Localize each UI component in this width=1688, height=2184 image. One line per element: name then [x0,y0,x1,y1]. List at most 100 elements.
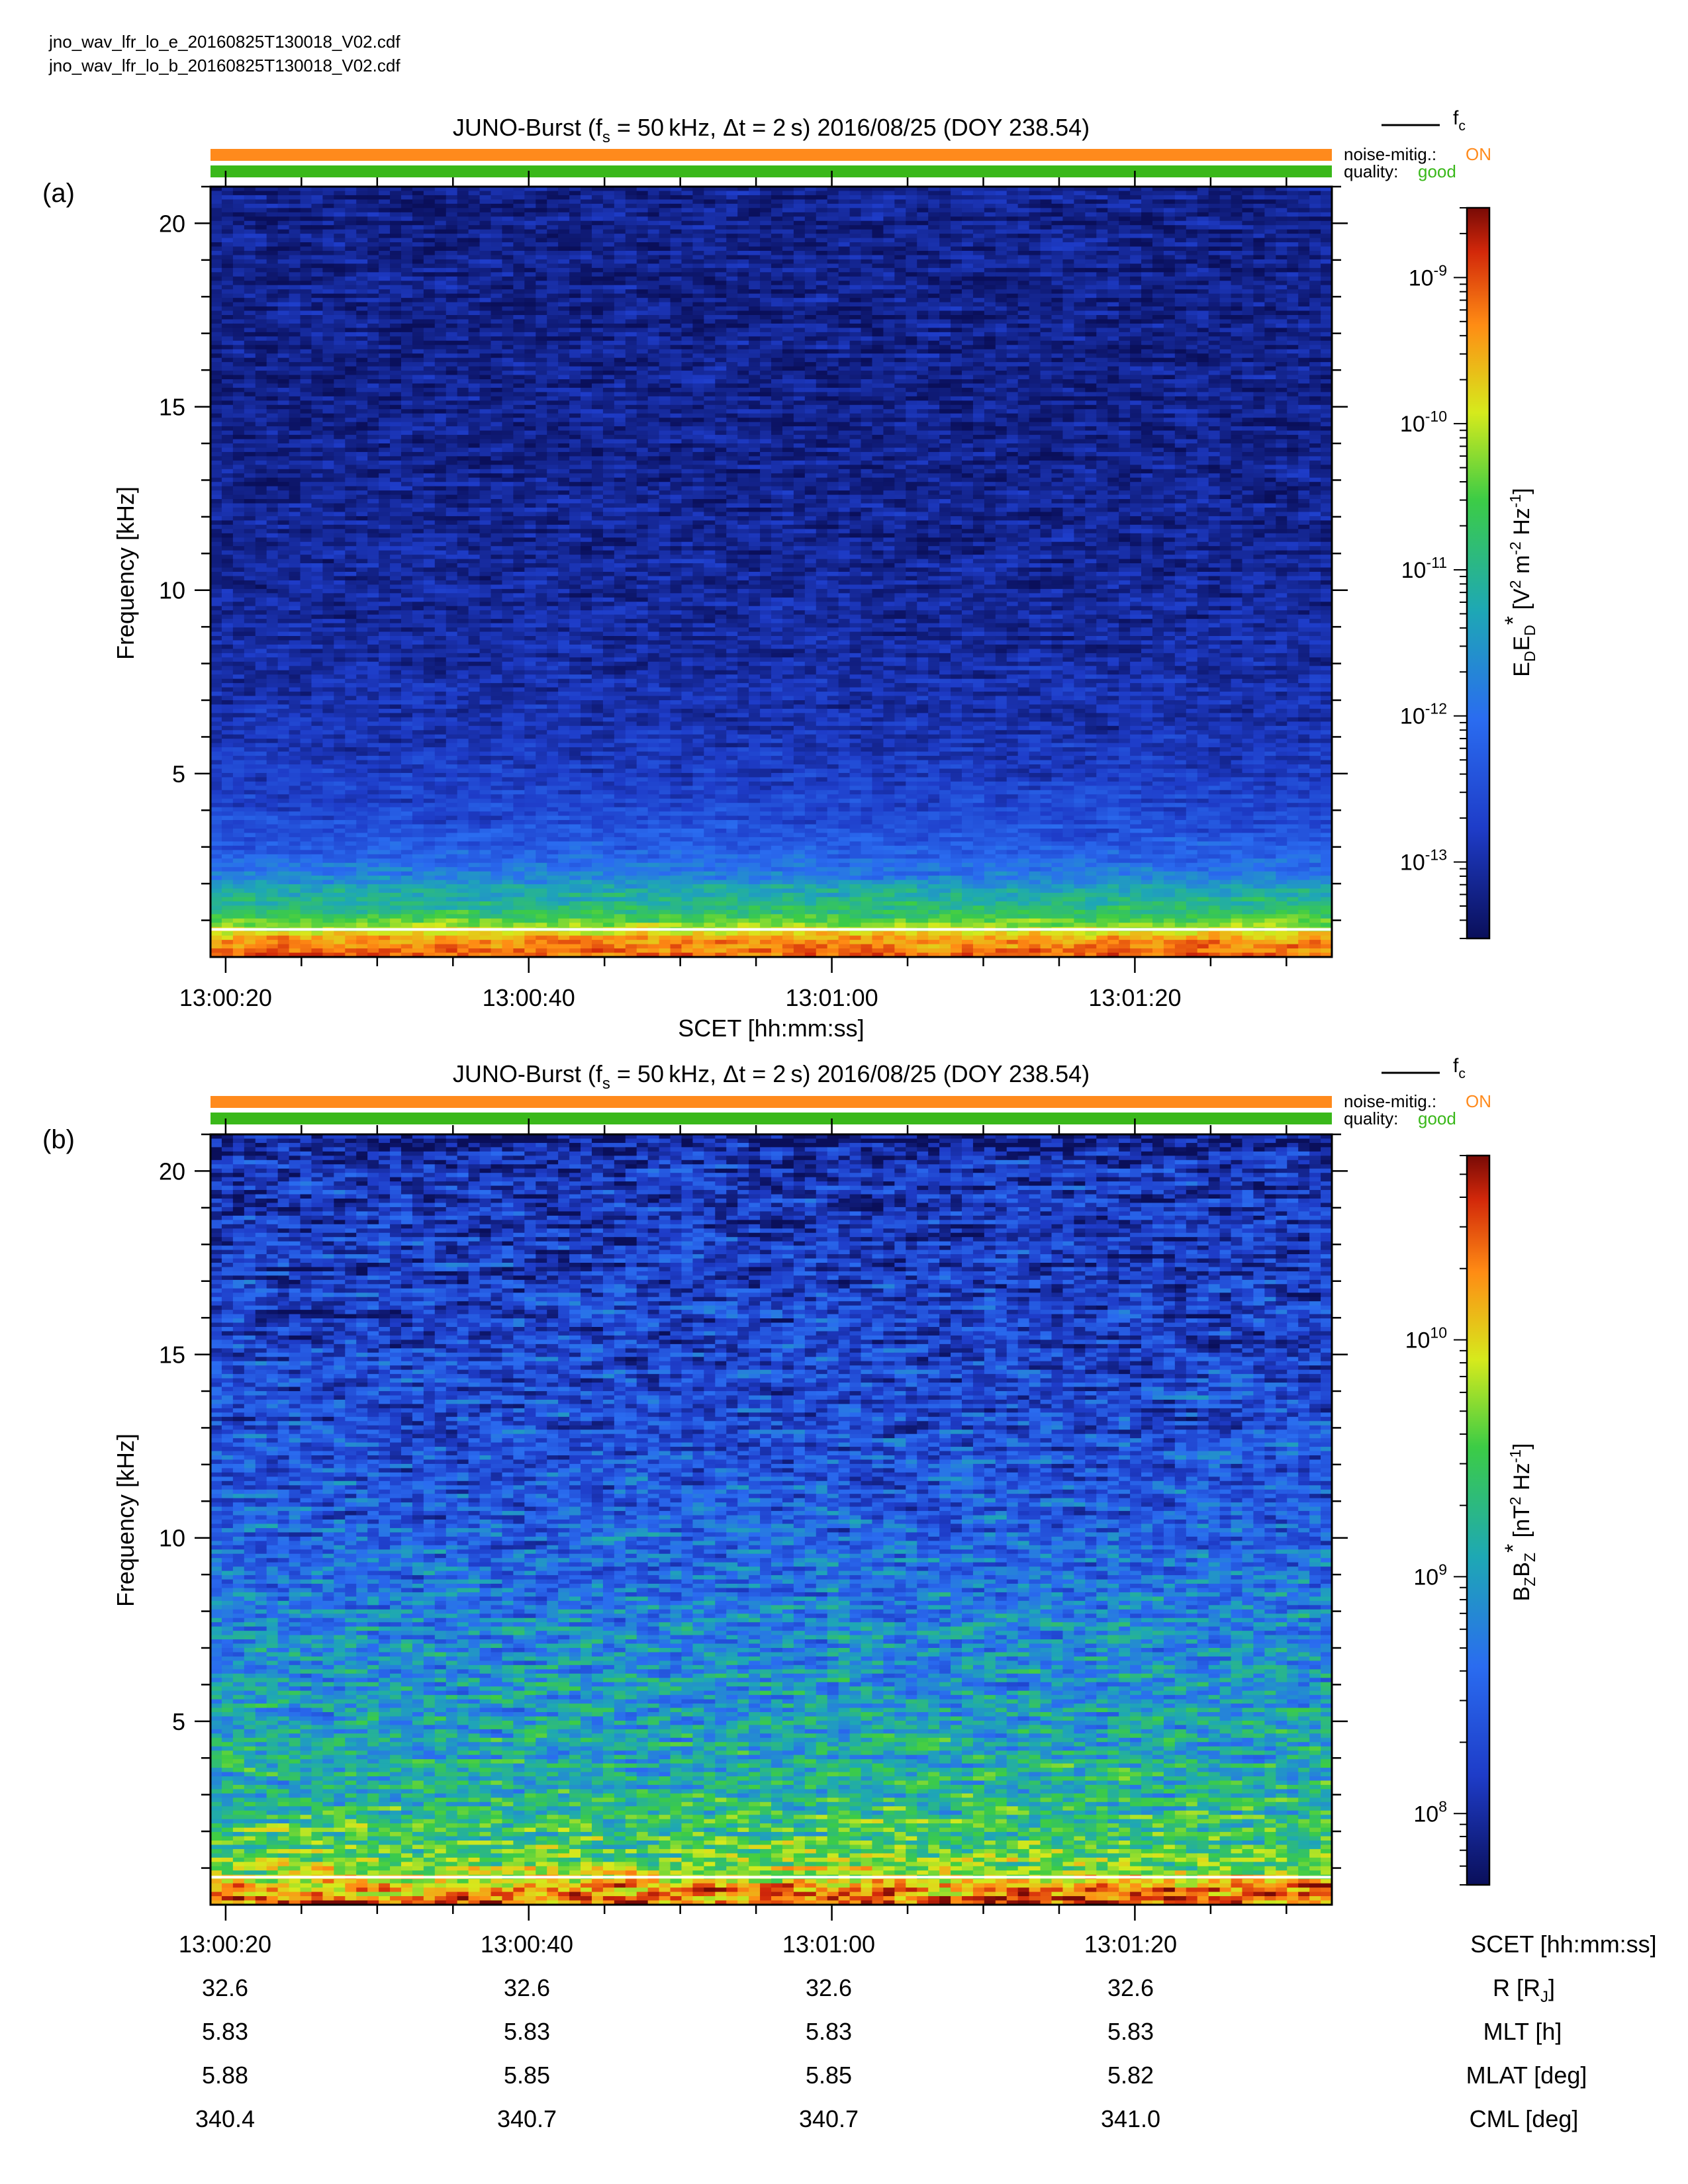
spectrogram-cell [434,229,447,234]
spectrogram-cell [502,234,514,239]
spectrogram-cell [602,340,615,345]
spectrogram-cell [1051,255,1064,260]
spectrogram-cell [1152,242,1164,248]
spectrogram-cell [513,315,525,320]
spectrogram-cell [793,267,806,273]
spectrogram-cell [1276,323,1288,328]
spectrogram-cell [984,298,996,303]
spectrogram-cell [1321,310,1333,316]
spectrogram-cell [1276,220,1288,226]
spectrogram-cell [838,371,851,376]
spectrogram-cell [569,281,581,286]
spectrogram-cell [1219,383,1232,388]
spectrogram-cell [412,212,424,217]
spectrogram-cell [894,259,906,264]
spectrogram-cell [300,345,312,350]
spectrogram-cell [221,379,234,385]
spectrogram-cell [502,379,514,385]
spectrogram-cell [715,276,727,281]
spectrogram-cell [1152,332,1164,337]
spectrogram-cell [1219,353,1232,359]
spectrogram-cell [1040,267,1053,273]
spectrogram-cell [928,289,940,295]
spectrogram-cell [581,371,592,376]
spectrogram-cell [334,238,346,243]
spectrogram-cell [300,357,312,363]
spectrogram-cell [692,392,704,397]
spectrogram-cell [1119,319,1131,324]
spectrogram-cell [1074,203,1086,208]
spectrogram-cell [457,349,469,354]
spectrogram-cell [1017,387,1030,392]
spectrogram-cell [1174,306,1187,312]
spectrogram-cell [894,319,906,324]
spectrogram-cell [232,216,245,222]
spectrogram-cell [939,191,951,196]
spectrogram-cell [221,255,234,260]
spectrogram-cell [434,298,447,303]
spectrogram-cell [984,387,996,392]
spectrogram-cell [581,276,592,281]
source-file-e: jno_wav_lfr_lo_e_20160825T130018_V02.cdf [48,32,400,52]
spectrogram-cell [1208,383,1221,388]
spectrogram-cell [1141,285,1153,290]
spectrogram-cell [771,267,783,273]
spectrogram-cell [827,208,839,213]
spectrogram-cell [670,246,682,251]
spectrogram-cell [569,220,581,226]
spectrogram-cell [827,187,839,192]
spectrogram-cell [423,285,436,290]
spectrogram-cell [704,220,716,226]
spectrogram-cell [737,336,749,341]
spectrogram-cell [412,353,424,359]
spectrogram-cell [1242,332,1254,337]
spectrogram-cell [861,345,873,350]
spectrogram-cell [547,272,559,277]
spectrogram-cell [849,323,862,328]
spectrogram-cell [928,366,940,371]
spectrogram-cell [1074,298,1086,303]
spectrogram-cell [749,332,761,337]
spectrogram-cell [928,276,940,281]
spectrogram-cell [1107,251,1119,256]
spectrogram-cell [345,208,357,213]
spectrogram-cell [558,362,570,367]
spectrogram-cell [1107,349,1119,354]
spectrogram-cell [255,387,267,392]
spectrogram-cell [670,306,682,312]
spectrogram-cell [1298,281,1310,286]
spectrogram-cell [1298,276,1310,281]
spectrogram-cell [1107,315,1119,320]
spectrogram-cell [244,396,256,401]
spectrogram-cell [827,302,839,307]
spectrogram-cell [670,251,682,256]
spectrogram-cell [647,234,660,239]
spectrogram-cell [1029,255,1041,260]
spectrogram-cell [995,328,1008,333]
spectrogram-cell [356,276,368,281]
spectrogram-cell [1051,375,1064,380]
spectrogram-cell [602,229,615,234]
spectrogram-cell [1231,234,1243,239]
spectrogram-cell [536,396,547,401]
spectrogram-cell [827,255,839,260]
spectrogram-cell [524,332,536,337]
spectrogram-cell [412,302,424,307]
spectrogram-cell [917,362,929,367]
spectrogram-cell [1163,208,1176,213]
spectrogram-cell [524,340,536,345]
spectrogram-cell [311,229,323,234]
spectrogram-cell [1276,379,1288,385]
spectrogram-cell [951,345,962,350]
spectrogram-cell [468,229,481,234]
spectrogram-cell [1276,216,1288,222]
spectrogram-cell [737,276,749,281]
spectrogram-cell [715,281,727,286]
spectrogram-cell [917,208,929,213]
spectrogram-cell [1186,379,1198,385]
spectrogram-cell [614,366,626,371]
spectrogram-cell [782,220,794,226]
spectrogram-cell [356,187,368,192]
spectrogram-cell [457,289,469,295]
spectrogram-cell [827,242,839,248]
